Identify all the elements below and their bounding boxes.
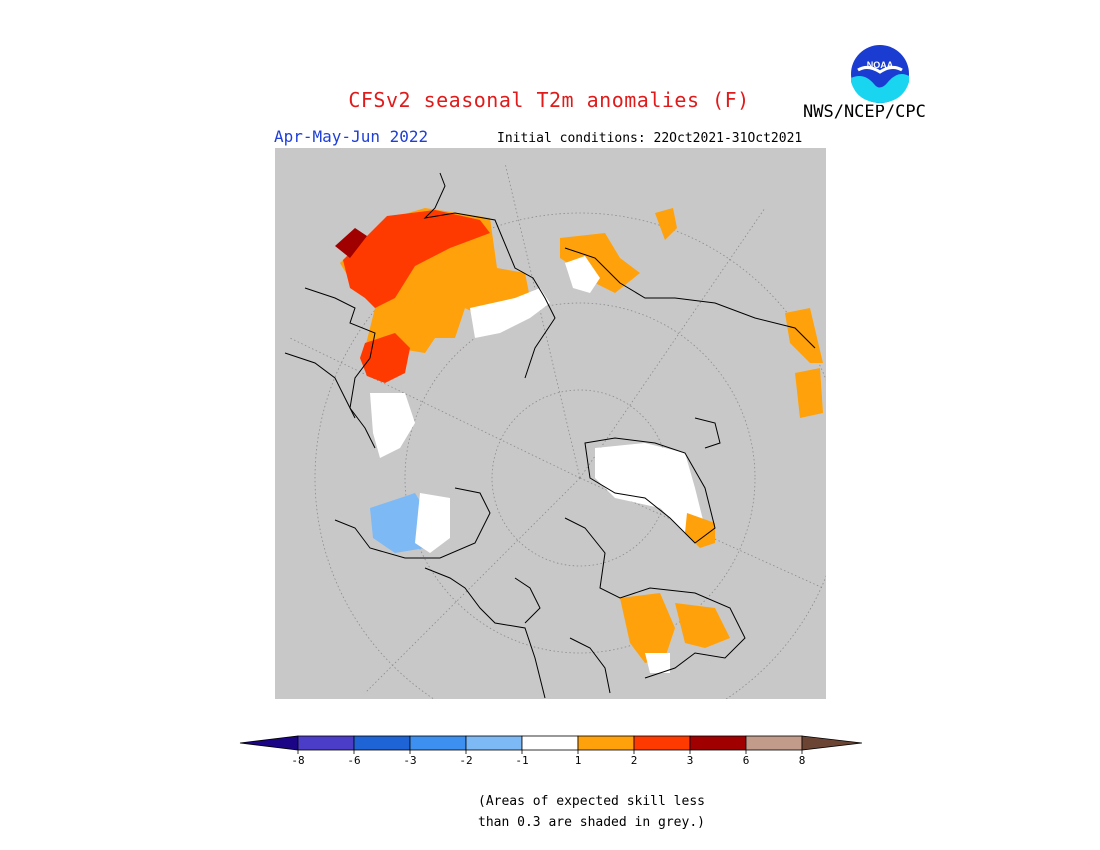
anomaly-region-greenland-orange xyxy=(685,513,715,548)
colorbar-segment xyxy=(409,735,467,751)
colorbar-tick-label: 3 xyxy=(687,754,694,767)
anomaly-region-east-edge-orange xyxy=(785,308,823,363)
colorbar-tick-label: 1 xyxy=(575,754,582,767)
skill-note-line-1: (Areas of expected skill less xyxy=(478,794,705,809)
colorbar-segment xyxy=(745,735,803,751)
anomaly-region-alaska-white xyxy=(415,493,450,553)
noaa-logo-text: NOAA xyxy=(867,60,894,70)
colorbar-segment xyxy=(577,735,635,751)
map-title: CFSv2 seasonal T2m anomalies (F) xyxy=(348,88,750,112)
skill-note: (Areas of expected skill less than 0.3 a… xyxy=(478,791,705,833)
colorbar-tick-label: -1 xyxy=(515,754,528,767)
anomaly-region-east-edge2-orange xyxy=(795,368,823,418)
colorbar-tick-label: 6 xyxy=(743,754,750,767)
anomaly-region-chukotka-white xyxy=(565,256,600,293)
anomaly-region-europe-white xyxy=(645,653,670,673)
colorbar-segment xyxy=(297,735,355,751)
colorbar-tick-label: -2 xyxy=(459,754,472,767)
skill-note-line-2: than 0.3 are shaded in grey.) xyxy=(478,815,705,830)
anomaly-region-europe-orange xyxy=(620,593,675,663)
anomaly-colorbar: -8 -6 -3 -2 -1 1 2 3 6 8 xyxy=(239,735,862,767)
anomaly-shading xyxy=(335,208,823,673)
colorbar-tick-label: 8 xyxy=(799,754,806,767)
colorbar-arrow-low xyxy=(239,735,299,751)
colorbar-segment xyxy=(689,735,747,751)
colorbar-segment xyxy=(633,735,691,751)
polar-anomaly-map xyxy=(275,148,826,699)
colorbar-arrow-high xyxy=(801,735,862,751)
coastlines xyxy=(284,172,816,699)
colorbar-segment xyxy=(353,735,411,751)
initial-conditions-label: Initial conditions: 22Oct2021-31Oct2021 xyxy=(497,131,803,146)
anomaly-region-asia-darkred xyxy=(335,228,367,258)
colorbar-tick-label: -8 xyxy=(291,754,304,767)
anomaly-region-china-white xyxy=(370,393,415,458)
colorbar-segments xyxy=(239,735,862,751)
colorbar-tick-label: 2 xyxy=(631,754,638,767)
anomaly-region-alaska-blue xyxy=(370,493,430,553)
colorbar-segment xyxy=(521,735,579,751)
season-label: Apr-May-Jun 2022 xyxy=(274,127,429,146)
colorbar-tick-labels: -8 -6 -3 -2 -1 1 2 3 6 8 xyxy=(291,750,805,767)
anomaly-region-arctic-coast-white xyxy=(470,288,550,338)
anomaly-region-east-europe-orange xyxy=(675,603,730,648)
noaa-logo: NOAA xyxy=(849,43,911,105)
colorbar-tick-label: -3 xyxy=(403,754,416,767)
anomaly-region-asia-red xyxy=(343,210,490,308)
agency-label: NWS/NCEP/CPC xyxy=(803,102,926,122)
colorbar-tick-label: -6 xyxy=(347,754,360,767)
colorbar-segment xyxy=(465,735,523,751)
anomaly-region-far-east-orange xyxy=(655,208,677,240)
anomaly-region-greenland-white xyxy=(595,443,705,533)
